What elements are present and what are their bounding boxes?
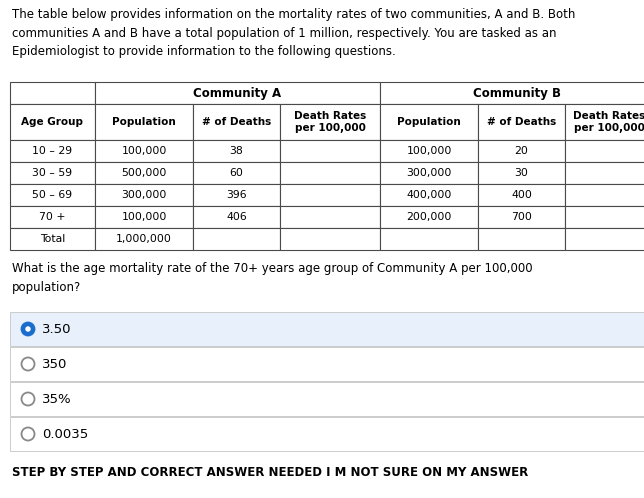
Bar [95, 82, 380, 104]
Bar [478, 104, 565, 140]
Text: Total: Total [40, 234, 65, 244]
Bar [10, 417, 644, 451]
Bar [193, 206, 280, 228]
Bar [10, 184, 95, 206]
Bar [280, 104, 380, 140]
Text: Death Rates
per 100,000: Death Rates per 100,000 [294, 111, 366, 133]
Text: STEP BY STEP AND CORRECT ANSWER NEEDED I M NOT SURE ON MY ANSWER: STEP BY STEP AND CORRECT ANSWER NEEDED I… [12, 466, 528, 479]
Text: 100,000: 100,000 [406, 146, 451, 156]
Text: 300,000: 300,000 [406, 168, 451, 178]
Bar [380, 206, 478, 228]
Bar [478, 206, 565, 228]
Text: Community B: Community B [473, 87, 561, 100]
Text: Population: Population [112, 117, 176, 127]
Bar [565, 206, 644, 228]
Bar [10, 206, 95, 228]
Text: 200,000: 200,000 [406, 212, 451, 222]
Bar [380, 140, 478, 162]
Bar [280, 228, 380, 250]
Text: 70 +: 70 + [39, 212, 66, 222]
Bar [10, 140, 95, 162]
Bar [565, 140, 644, 162]
Text: 400: 400 [511, 190, 532, 200]
Bar [95, 162, 193, 184]
Text: 30 – 59: 30 – 59 [32, 168, 73, 178]
Bar [10, 82, 95, 104]
Text: 30: 30 [515, 168, 529, 178]
Text: # of Deaths: # of Deaths [487, 117, 556, 127]
Circle shape [21, 358, 35, 371]
Text: 300,000: 300,000 [121, 190, 167, 200]
Bar [380, 82, 644, 104]
Bar [193, 184, 280, 206]
Text: 100,000: 100,000 [121, 146, 167, 156]
Bar [478, 184, 565, 206]
Bar [280, 140, 380, 162]
Text: Community A: Community A [193, 87, 281, 100]
Text: 700: 700 [511, 212, 532, 222]
Bar [95, 206, 193, 228]
Bar [10, 382, 644, 416]
Bar [95, 104, 193, 140]
Bar [10, 312, 644, 346]
Bar [478, 162, 565, 184]
Text: What is the age mortality rate of the 70+ years age group of Community A per 100: What is the age mortality rate of the 70… [12, 262, 533, 293]
Bar [380, 228, 478, 250]
Bar [280, 184, 380, 206]
Bar [95, 184, 193, 206]
Text: Death Rates
per 100,000: Death Rates per 100,000 [573, 111, 644, 133]
Bar [565, 228, 644, 250]
Text: 396: 396 [226, 190, 247, 200]
Text: 50 – 69: 50 – 69 [32, 190, 73, 200]
Text: 100,000: 100,000 [121, 212, 167, 222]
Text: 60: 60 [229, 168, 243, 178]
Bar [478, 228, 565, 250]
Text: 20: 20 [515, 146, 529, 156]
Bar [380, 104, 478, 140]
Text: 38: 38 [230, 146, 243, 156]
Bar [193, 228, 280, 250]
Text: 400,000: 400,000 [406, 190, 451, 200]
Bar [95, 140, 193, 162]
Text: 350: 350 [42, 358, 68, 371]
Bar [10, 347, 644, 381]
Circle shape [21, 427, 35, 441]
Bar [10, 104, 95, 140]
Circle shape [25, 326, 31, 332]
Bar [565, 162, 644, 184]
Text: 1,000,000: 1,000,000 [116, 234, 172, 244]
Text: 10 – 29: 10 – 29 [32, 146, 73, 156]
Text: The table below provides information on the mortality rates of two communities, : The table below provides information on … [12, 8, 575, 58]
Bar [565, 104, 644, 140]
Text: 406: 406 [226, 212, 247, 222]
Text: # of Deaths: # of Deaths [202, 117, 271, 127]
Bar [380, 162, 478, 184]
Bar [280, 206, 380, 228]
Text: 3.50: 3.50 [42, 323, 71, 336]
Text: 35%: 35% [42, 392, 71, 405]
Text: Age Group: Age Group [21, 117, 84, 127]
Bar [380, 184, 478, 206]
Bar [10, 228, 95, 250]
Circle shape [21, 392, 35, 405]
Circle shape [21, 323, 35, 336]
Bar [565, 184, 644, 206]
Bar [10, 162, 95, 184]
Bar [95, 228, 193, 250]
Text: 0.0035: 0.0035 [42, 427, 88, 441]
Bar [280, 162, 380, 184]
Bar [193, 104, 280, 140]
Text: 500,000: 500,000 [121, 168, 167, 178]
Text: Population: Population [397, 117, 461, 127]
Bar [478, 140, 565, 162]
Bar [193, 140, 280, 162]
Bar [193, 162, 280, 184]
